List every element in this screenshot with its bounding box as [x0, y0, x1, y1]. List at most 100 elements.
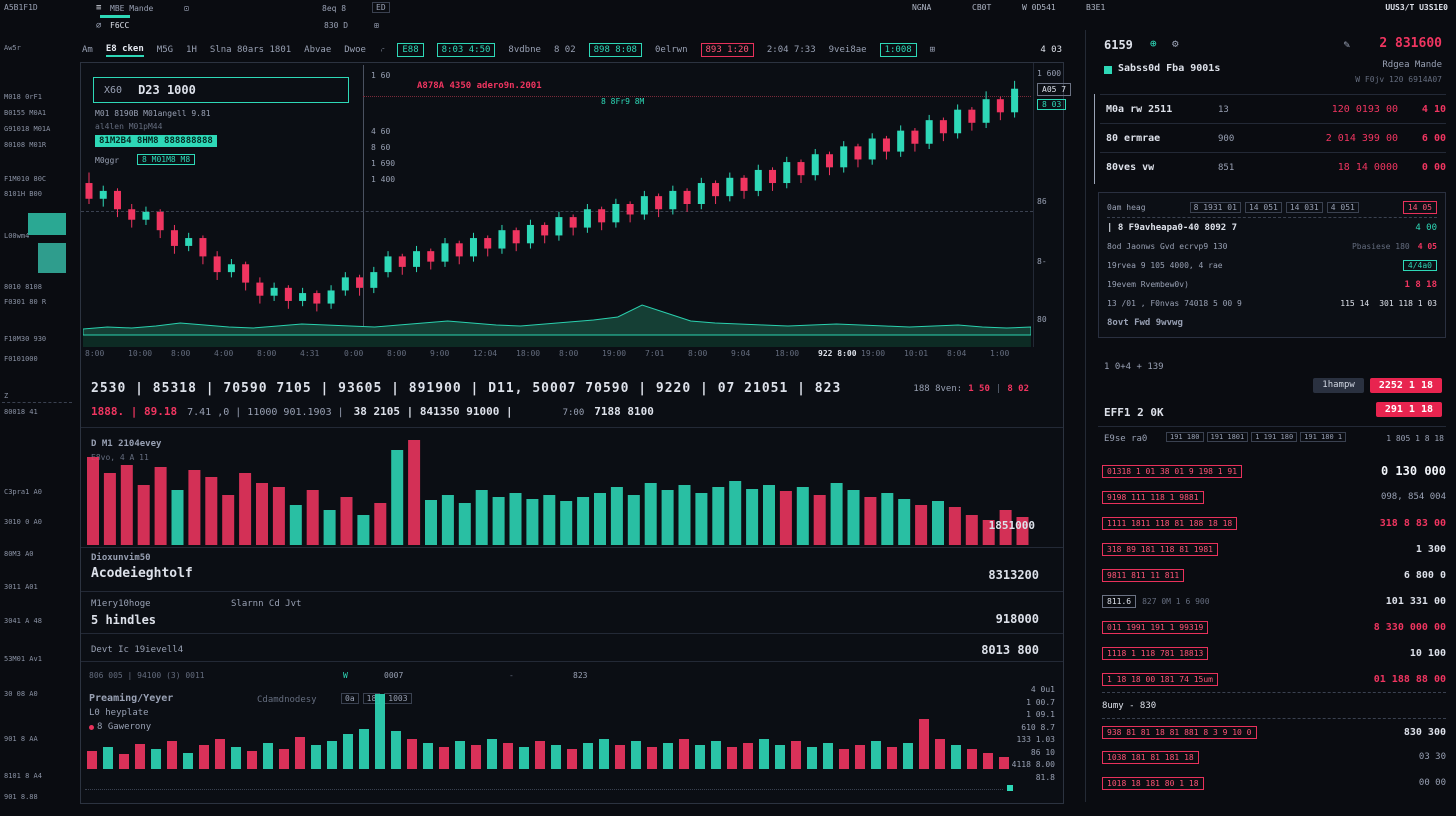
- toolbar-item[interactable]: 898 8:08: [588, 43, 642, 57]
- sidebar-item[interactable]: 30 08 A0: [4, 690, 38, 698]
- info-r3-pill[interactable]: 4/4a0: [1402, 260, 1437, 271]
- order-row[interactable]: 811.6 827 0M 1 6 900 101 331 00: [1102, 588, 1446, 614]
- filter-cell[interactable]: 191 1801: [1206, 432, 1249, 442]
- info-cell[interactable]: 14 051: [1244, 202, 1282, 213]
- lower-bar: [871, 741, 881, 769]
- toolbar-item[interactable]: M5G: [156, 45, 174, 55]
- toolbar-item[interactable]: 0elrwn: [654, 45, 688, 55]
- toolbar-item[interactable]: Dwoe: [344, 45, 366, 55]
- toolbar-item[interactable]: ⌌: [378, 45, 385, 55]
- filter-cell[interactable]: 191 180 1: [1300, 432, 1347, 442]
- sidebar-item[interactable]: 8010 8108: [4, 283, 42, 291]
- exchange-tab[interactable]: W 0D541: [1022, 3, 1056, 12]
- toolbar-item[interactable]: 8:03 4:50: [436, 43, 496, 57]
- info-cell[interactable]: 8 1931 01: [1189, 202, 1241, 213]
- lower-pill[interactable]: 0a: [341, 693, 359, 704]
- sidebar-item[interactable]: 3010 0 A0: [4, 518, 42, 526]
- order-row[interactable]: 8umy - 830: [1102, 692, 1446, 719]
- sidebar-item[interactable]: M018 0rF1: [4, 93, 42, 101]
- sidebar-item[interactable]: 80108 M01R: [4, 141, 47, 149]
- order-row[interactable]: 9811 811 11 811 6 800 0: [1102, 562, 1446, 588]
- toolbar-item[interactable]: 893 1:20: [700, 43, 754, 57]
- exchange-tab[interactable]: NGNA: [912, 3, 932, 12]
- indicator-tag[interactable]: 8 M01M8 M8: [137, 154, 196, 165]
- filter-cell[interactable]: 191 180: [1166, 432, 1204, 442]
- order-row[interactable]: 1018 18 181 80 1 18 00 00: [1102, 770, 1446, 796]
- toolbar-item[interactable]: Slna 80ars 1801: [209, 45, 292, 55]
- toolbar-item[interactable]: 8 02: [553, 45, 576, 55]
- symbol-price-box[interactable]: X60 D23 1000: [93, 77, 349, 103]
- sidebar-item[interactable]: F1M010 80C: [4, 175, 47, 183]
- toolbar-item[interactable]: Am: [82, 45, 93, 55]
- watchlist-row[interactable]: 80 ermrae 900 2 014 399 00 6 00: [1100, 123, 1446, 153]
- sidebar-item[interactable]: C3pra1 A0: [4, 488, 42, 496]
- ed-box[interactable]: ED: [372, 2, 390, 13]
- sidebar-item[interactable]: 53M01 Av1: [4, 655, 42, 663]
- info-cell[interactable]: 4 051: [1326, 202, 1359, 213]
- order-row[interactable]: 1038 181 81 181 18 03 30: [1102, 744, 1446, 770]
- sidebar-item[interactable]: 8101 8 A4: [4, 772, 42, 780]
- toolbar-item[interactable]: 4 03: [1040, 45, 1062, 55]
- sidebar-item[interactable]: G91018 M01A: [4, 125, 51, 133]
- toolbar-item[interactable]: ⊞: [929, 45, 936, 55]
- toolbar-item[interactable]: 1H: [186, 45, 197, 55]
- toolbar-item[interactable]: E8 cken: [105, 44, 144, 57]
- order-row[interactable]: 01318 1 01 38 01 9 198 1 91 0 130 000: [1102, 458, 1446, 484]
- order-row[interactable]: 9198 111 118 1 9881 098, 854 004: [1102, 484, 1446, 510]
- toolbar-item[interactable]: 8vdbne: [508, 45, 541, 55]
- order-row[interactable]: 1118 1 118 781 18813 10 100: [1102, 640, 1446, 666]
- time-axis-label: 8:00: [387, 349, 407, 358]
- order-row-label: 1111 1811 118 81 188 18 18: [1102, 516, 1238, 530]
- order-row[interactable]: 011 1991 191 1 99319 8 330 000 00: [1102, 614, 1446, 640]
- secondary-button[interactable]: 1hampw: [1313, 378, 1364, 393]
- info-cell-red[interactable]: 14 05: [1402, 201, 1437, 214]
- toolbar-item[interactable]: 1:008: [879, 43, 917, 57]
- menu-icon[interactable]: ≡: [96, 3, 102, 13]
- globe-icon[interactable]: ⊕: [1150, 37, 1157, 50]
- pencil-icon[interactable]: ✎: [1343, 38, 1350, 51]
- sidebar-item[interactable]: 80M3 A0: [4, 550, 34, 558]
- sidebar-item[interactable]: 901 8.88: [4, 793, 38, 801]
- toolbar-item[interactable]: Abvae: [304, 45, 332, 55]
- metric-name[interactable]: 5 hindles: [91, 613, 157, 627]
- toolbar-item[interactable]: 2:04 7:33: [766, 45, 816, 55]
- menu-btn-1[interactable]: 8eq 8: [322, 4, 347, 13]
- toolbar-item[interactable]: 9vei8ae: [828, 45, 867, 55]
- menu-btn-2[interactable]: 830 D: [324, 21, 349, 30]
- sidebar-item[interactable]: F0301 80 R: [4, 298, 47, 306]
- checkbox-icon[interactable]: ⊡: [184, 4, 189, 13]
- settings-gear-icon[interactable]: ⚙: [1172, 37, 1179, 50]
- sidebar-item[interactable]: F0101000: [4, 355, 38, 363]
- grid-icon[interactable]: ⊞: [374, 21, 379, 30]
- watchlist-row[interactable]: M0a rw 2511 13 120 0193 00 4 10: [1100, 94, 1446, 124]
- sell-button[interactable]: 2252 1 18: [1369, 378, 1442, 393]
- sidebar-item[interactable]: 8101H B00: [4, 190, 42, 198]
- instrument-name[interactable]: Acodeieghtolf: [91, 566, 193, 581]
- workspace-name[interactable]: MBE Mande: [110, 4, 154, 13]
- order-row[interactable]: 1 18 18 00 181 74 15um 01 188 88 00: [1102, 666, 1446, 692]
- sidebar-item[interactable]: 3041 A 48: [4, 617, 42, 625]
- sidebar-swatch-1[interactable]: [28, 213, 66, 235]
- exchange-tab[interactable]: CB0T: [972, 3, 992, 12]
- filter-cell[interactable]: 1 191 180: [1251, 432, 1298, 442]
- toolbar-item[interactable]: E88: [397, 43, 424, 57]
- order-row[interactable]: 1111 1811 118 81 188 18 18 318 8 83 00: [1102, 510, 1446, 536]
- info-cell[interactable]: 14 031: [1285, 202, 1323, 213]
- order-row[interactable]: 938 81 81 18 81 881 8 3 9 10 0 830 300: [1102, 718, 1446, 745]
- sidebar-item[interactable]: 80018 41: [4, 408, 38, 416]
- symbol-code[interactable]: F6CC: [110, 21, 130, 30]
- sidebar-item[interactable]: 3011 A01: [4, 583, 38, 591]
- sidebar-item[interactable]: F10M30 930: [4, 335, 47, 343]
- sidebar-item[interactable]: Z: [4, 392, 9, 400]
- sidebar-item[interactable]: B0155 M0A1: [4, 109, 47, 117]
- volume-bar: [425, 500, 437, 545]
- sidebar-item[interactable]: Aw5r: [4, 44, 21, 52]
- exchange-tab[interactable]: B3E1: [1086, 3, 1106, 12]
- sidebar-item[interactable]: L00wm4: [4, 232, 30, 240]
- sidebar-item[interactable]: 901 8 AA: [4, 735, 38, 743]
- order-row[interactable]: 318 89 181 118 81 1981 1 300: [1102, 536, 1446, 562]
- highlighted-indicator-row[interactable]: 81M2B4 8HM8 888888888: [95, 135, 217, 147]
- watchlist-row[interactable]: 80ves vw 851 18 14 0000 0 00: [1100, 152, 1446, 182]
- section-pill[interactable]: 291 1 18: [1375, 402, 1442, 417]
- sidebar-swatch-2[interactable]: [38, 243, 66, 273]
